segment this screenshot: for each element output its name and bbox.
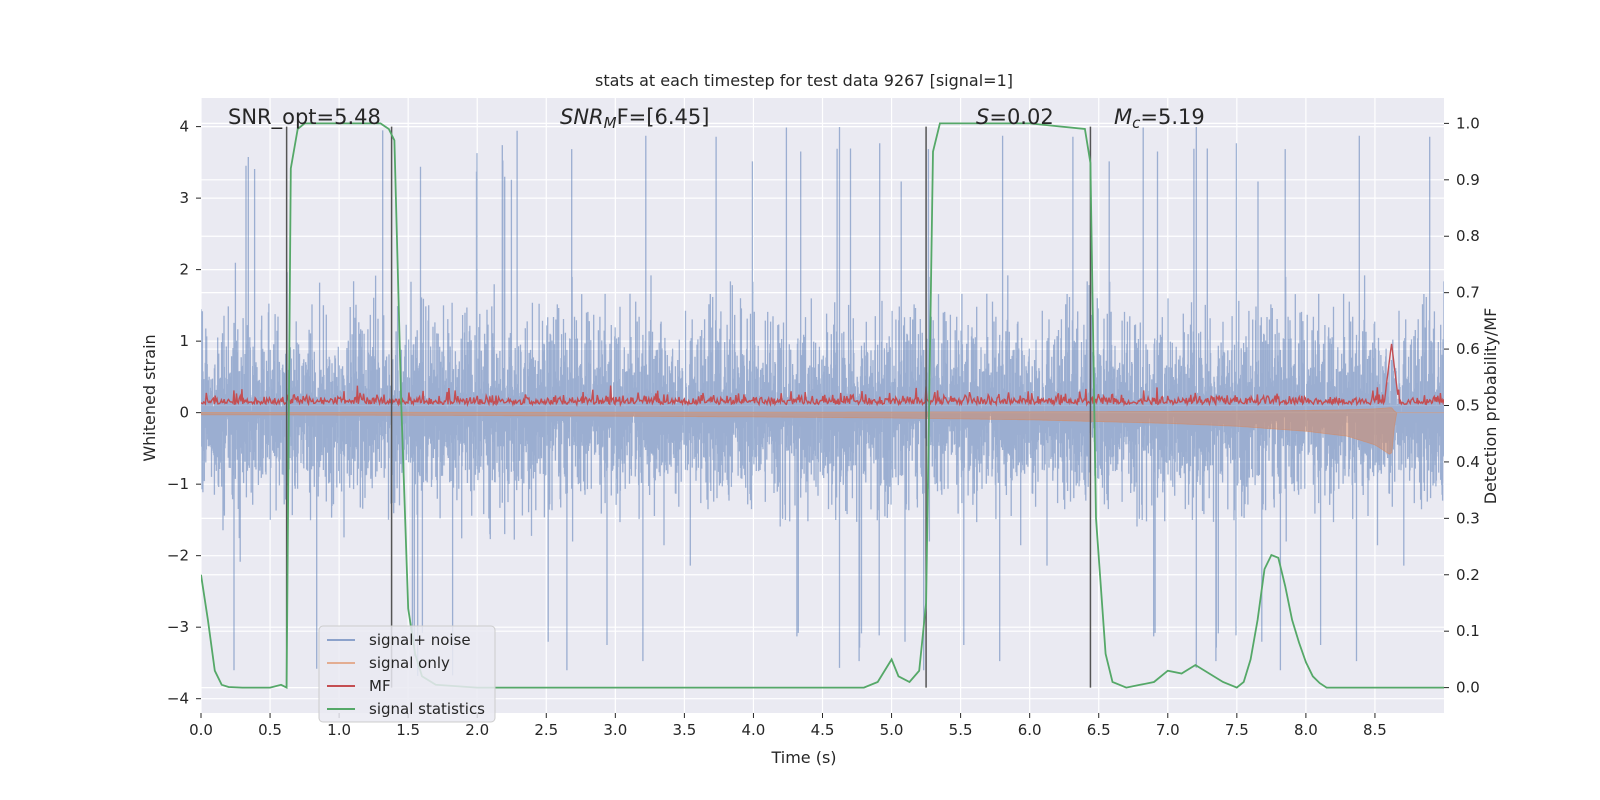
annotation-snr-opt: SNR_opt=5.48: [228, 105, 381, 130]
y2-tick-label: 0.3: [1456, 509, 1480, 527]
series-mf: [201, 343, 1444, 408]
legend-box: [318, 625, 496, 723]
x-tick-label: 7.0: [1156, 721, 1180, 739]
y2-tick-label: 0.0: [1456, 679, 1480, 697]
x-tick-label: 2.0: [465, 721, 489, 739]
x-tick-label: 2.5: [534, 721, 558, 739]
y2-tick-label: 0.4: [1456, 453, 1480, 471]
annotation-mc: Mc=5.19: [1114, 105, 1205, 132]
annotation-snr-mf-sub: M: [604, 114, 617, 132]
annotation-mc-sub: c: [1132, 114, 1141, 132]
x-tick-label: 6.5: [1087, 721, 1111, 739]
y-tick-label: −4: [167, 690, 189, 708]
x-tick-label: 4.0: [742, 721, 766, 739]
legend-label-signal-only: signal only: [369, 654, 450, 672]
chart-title: stats at each timestep for test data 926…: [595, 71, 1013, 90]
x-tick-label: 1.0: [327, 721, 351, 739]
y-tick-label: 0: [179, 404, 189, 422]
y2-axis-ticks: 1.0 0.9 0.8 0.7 0.6 0.5 0.4 0.3 0.2 0.1 0.0: [1444, 114, 1480, 697]
x-tick-label: 8.0: [1294, 721, 1318, 739]
y-axis-ticks: 4 3 2 1 0 −1 −2 −3 −4: [167, 118, 201, 708]
y2-tick-label: 0.5: [1456, 397, 1480, 415]
y2-tick-label: 0.7: [1456, 284, 1480, 302]
series-layer: [201, 122, 1444, 690]
x-tick-label: 0.0: [189, 721, 213, 739]
y-tick-label: 3: [179, 189, 189, 207]
y2-tick-label: 0.2: [1456, 566, 1480, 584]
legend-label-mf: MF: [369, 677, 391, 695]
x-tick-label: 1.5: [396, 721, 420, 739]
y2-tick-label: 1.0: [1456, 114, 1480, 132]
x-tick-label: 3.5: [672, 721, 696, 739]
x-tick-label: 3.0: [603, 721, 627, 739]
annotation-snr-mf-rest: F=[6.45]: [617, 105, 710, 129]
y-tick-label: 4: [179, 118, 189, 136]
y-tick-label: −3: [167, 618, 189, 636]
y-tick-label: −1: [167, 475, 189, 493]
legend-label-signal-noise: signal+ noise: [369, 631, 471, 649]
y2-tick-label: 0.8: [1456, 227, 1480, 245]
x-tick-label: 4.5: [811, 721, 835, 739]
x-tick-label: 6.0: [1018, 721, 1042, 739]
annotation-s-value: =0.02: [989, 105, 1053, 129]
series-signal-only: [201, 407, 1444, 455]
y2-tick-label: 0.6: [1456, 340, 1480, 358]
annotation-snr-mf: SNRMF=[6.45]: [560, 105, 709, 132]
series-signal-statistics: [201, 122, 1444, 690]
y2-axis-label: Detection probability/MF: [1481, 308, 1500, 505]
annotation-mc-value: =5.19: [1140, 105, 1204, 129]
x-tick-label: 5.0: [880, 721, 904, 739]
x-tick-label: 0.5: [258, 721, 282, 739]
legend-label-signal-statistics: signal statistics: [369, 700, 485, 718]
annotation-snr-mf-label: SNR: [560, 105, 604, 129]
x-axis-label: Time (s): [770, 748, 836, 767]
y-axis-label: Whitened strain: [140, 334, 159, 461]
y-tick-label: 1: [179, 332, 189, 350]
y-tick-label: −2: [167, 547, 189, 565]
annotation-s: S=0.02: [976, 105, 1054, 129]
annotation-s-label: S: [976, 105, 989, 129]
x-axis-ticks: 0.0 0.5 1.0 1.5 2.0 2.5 3.0 3.5 4.0 4.5 5.0 5.5 6.0 6…: [189, 713, 1387, 739]
x-tick-label: 7.5: [1225, 721, 1249, 739]
y2-tick-label: 0.1: [1456, 622, 1480, 640]
legend: signal+ noise signal only MF signal stat…: [318, 625, 496, 723]
annotation-mc-label: M: [1114, 105, 1132, 129]
x-tick-label: 5.5: [949, 721, 973, 739]
y-tick-label: 2: [179, 261, 189, 279]
y2-tick-label: 0.9: [1456, 171, 1480, 189]
x-tick-label: 8.5: [1363, 721, 1387, 739]
